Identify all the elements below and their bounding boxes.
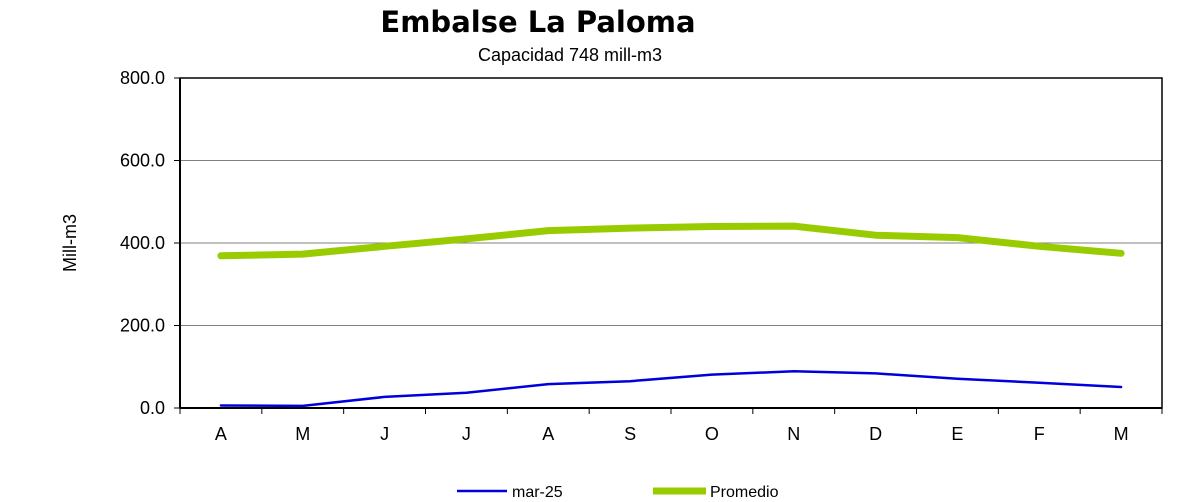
y-tick-label: 600.0 xyxy=(120,151,165,171)
y-axis-label: Mill-m3 xyxy=(60,214,80,272)
x-tick-label: N xyxy=(787,424,800,444)
x-tick-label: M xyxy=(1114,424,1129,444)
legend-label: Promedio xyxy=(710,484,779,501)
x-tick-label: M xyxy=(295,424,310,444)
x-tick-label: J xyxy=(462,424,471,444)
y-tick-label: 200.0 xyxy=(120,316,165,336)
y-tick-labels: 800.0 600.0 400.0 200.0 0.0 xyxy=(120,68,165,418)
x-tick-label: E xyxy=(951,424,963,444)
series-line-promedio xyxy=(217,222,1125,260)
series-line-mar-25 xyxy=(219,370,1123,408)
x-tick-label: A xyxy=(542,424,554,444)
x-tick-label: O xyxy=(705,424,719,444)
y-tick-label: 400.0 xyxy=(120,233,165,253)
x-tick-label: D xyxy=(869,424,882,444)
y-tick-label: 800.0 xyxy=(120,68,165,88)
legend: mar-25 Promedio xyxy=(457,484,779,501)
chart-title: Embalse La Paloma xyxy=(380,5,695,39)
x-tick-label: S xyxy=(624,424,636,444)
x-tick-label: A xyxy=(215,424,227,444)
axes xyxy=(174,77,1163,414)
series-lines xyxy=(217,222,1125,408)
chart-subtitle: Capacidad 748 mill-m3 xyxy=(478,45,662,65)
x-tick-label: F xyxy=(1034,424,1045,444)
x-tick-label: J xyxy=(380,424,389,444)
legend-label: mar-25 xyxy=(512,484,563,501)
y-tick-label: 0.0 xyxy=(140,398,165,418)
